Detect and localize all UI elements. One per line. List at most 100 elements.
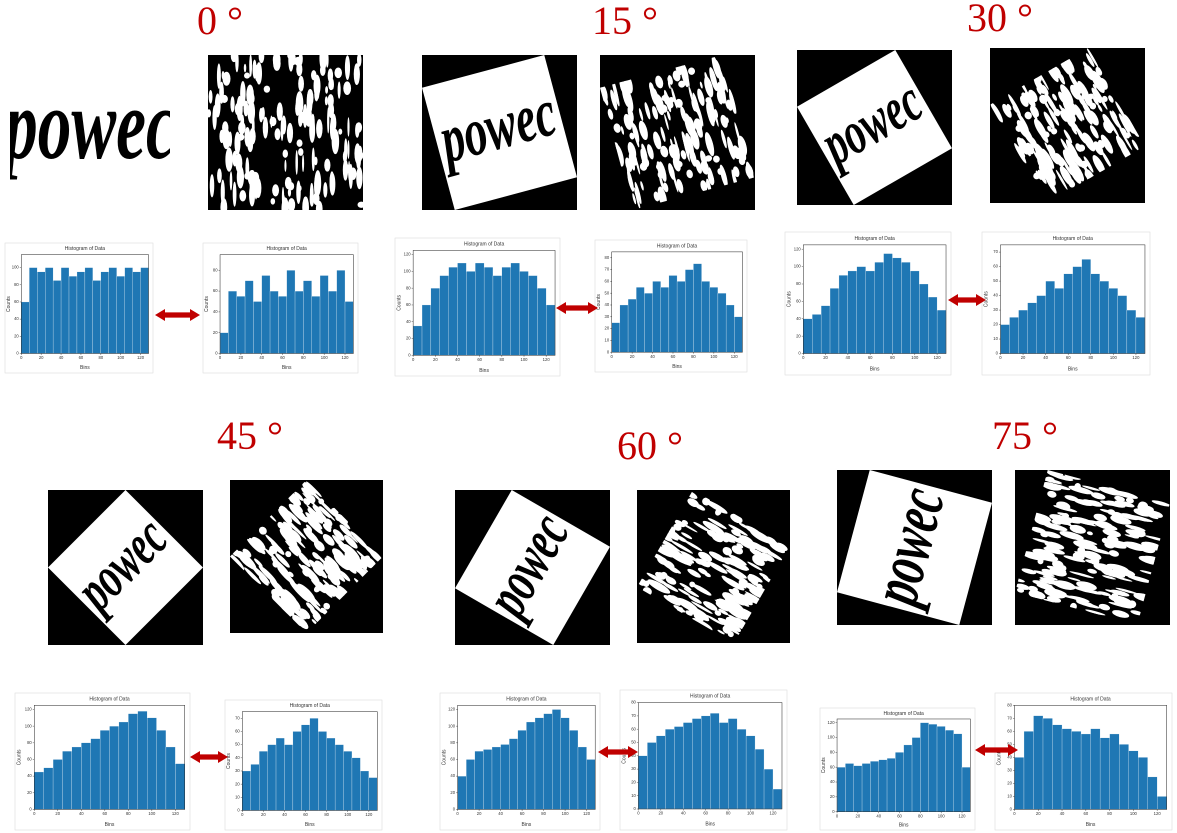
histogram-bar (29, 268, 37, 354)
x-tick-label: 100 (344, 812, 352, 817)
pattern-blob (334, 67, 342, 78)
y-tick-label: 10 (631, 793, 636, 798)
histogram-bar (628, 299, 636, 352)
histogram-bar (1055, 288, 1064, 353)
histogram-bar (337, 270, 345, 353)
histogram-bar (449, 267, 458, 355)
histogram: Histogram of DataBinsCounts0204060801001… (785, 232, 951, 375)
y-tick-label: 80 (631, 700, 636, 705)
histogram-bar (718, 293, 726, 352)
x-tick-label: 60 (79, 355, 84, 360)
y-tick-label: 100 (828, 735, 836, 740)
y-tick-label: 10 (605, 338, 610, 343)
y-tick-label: 60 (631, 726, 636, 731)
y-tick-label: 10 (1007, 794, 1012, 799)
pattern-blob (210, 174, 214, 197)
histogram-bar (352, 758, 360, 811)
y-axis-label: Counts (204, 296, 210, 312)
x-axis-label: Bins (705, 822, 715, 828)
histogram-bar (845, 763, 853, 811)
y-tick-label: 30 (1007, 768, 1012, 773)
pattern-blob (217, 168, 222, 183)
histogram-title: Histogram of Data (290, 703, 331, 709)
histogram-bar (857, 267, 866, 354)
x-tick-label: 120 (583, 811, 591, 816)
x-tick-label: 100 (521, 357, 529, 362)
pattern-blob (272, 118, 274, 125)
histogram: Histogram of DataBinsCounts0204060801001… (395, 238, 560, 376)
histogram: Histogram of DataBinsCounts0204060801001… (982, 232, 1150, 375)
x-tick-label: 80 (691, 354, 696, 359)
histogram-bar (764, 769, 773, 809)
y-tick-label: 60 (235, 729, 240, 734)
x-tick-label: 40 (681, 811, 686, 816)
pattern-blob (285, 177, 292, 189)
histogram-bar (912, 738, 920, 812)
histogram-bar (910, 271, 919, 354)
y-tick-label: 80 (27, 740, 32, 745)
pattern-blob (271, 198, 276, 204)
y-axis-label: Counts (6, 296, 12, 312)
x-axis-label: Bins (105, 822, 115, 828)
x-tick-label: 80 (301, 355, 306, 360)
histogram-bar (669, 275, 677, 352)
histogram-bar (1100, 738, 1110, 810)
x-axis-label: Bins (870, 367, 880, 373)
histogram-bar (251, 764, 259, 810)
x-tick-label: 60 (280, 355, 285, 360)
angle-label: 75 ° (992, 413, 1058, 458)
pattern-blob (298, 113, 303, 127)
histogram-bar (100, 730, 109, 809)
histogram-bar (270, 291, 278, 353)
y-tick-label: 20 (631, 780, 636, 785)
pattern-blob (338, 129, 342, 135)
pattern-blob (232, 151, 237, 167)
double-arrow (190, 751, 228, 763)
y-tick-label: 30 (631, 766, 636, 771)
pattern-blob (272, 184, 279, 196)
y-tick-label: 70 (605, 267, 610, 272)
histogram: Histogram of DataBinsCounts0204060801001… (620, 690, 787, 830)
word-image: powec (0, 69, 176, 181)
pattern-blob (288, 188, 291, 196)
x-tick-label: 60 (1083, 811, 1088, 816)
histogram-bar (561, 718, 570, 810)
y-tick-label: 40 (993, 293, 998, 298)
x-tick-label: 100 (321, 355, 329, 360)
y-tick-label: 40 (450, 773, 455, 778)
histogram-bar (242, 771, 250, 811)
y-tick-label: 80 (830, 749, 835, 754)
x-tick-label: 40 (876, 813, 881, 818)
histogram-bar (665, 729, 674, 809)
y-tick-label: 60 (450, 757, 455, 762)
histogram-bar (653, 281, 661, 352)
x-tick-label: 120 (543, 357, 551, 362)
y-tick-label: 50 (631, 740, 636, 745)
x-tick-label: 80 (500, 357, 505, 362)
y-tick-label: 40 (796, 316, 801, 321)
histogram-bar (569, 730, 578, 809)
histogram-bar (81, 743, 90, 810)
pattern-blob (244, 101, 249, 117)
histogram-bar (526, 722, 535, 809)
histogram-bar (77, 272, 85, 354)
y-tick-label: 40 (605, 302, 610, 307)
pattern-blob (244, 64, 246, 73)
x-tick-label: 120 (365, 812, 373, 817)
pattern-blob (358, 146, 363, 162)
histogram-bar (661, 287, 669, 352)
pattern-blob (296, 180, 301, 204)
angle-label: 15 ° (592, 0, 658, 43)
histogram-title: Histogram of Data (1053, 236, 1094, 242)
pattern-blob (297, 139, 303, 147)
x-tick-label: 20 (658, 811, 663, 816)
y-tick-label: 30 (605, 314, 610, 319)
pattern-blob (231, 50, 238, 62)
histogram-bar (278, 296, 286, 353)
histogram-bar (440, 276, 449, 356)
x-tick-label: 60 (102, 811, 107, 816)
histogram-bar (62, 751, 71, 809)
x-tick-label: 80 (918, 813, 923, 818)
histogram-bar (228, 291, 236, 353)
